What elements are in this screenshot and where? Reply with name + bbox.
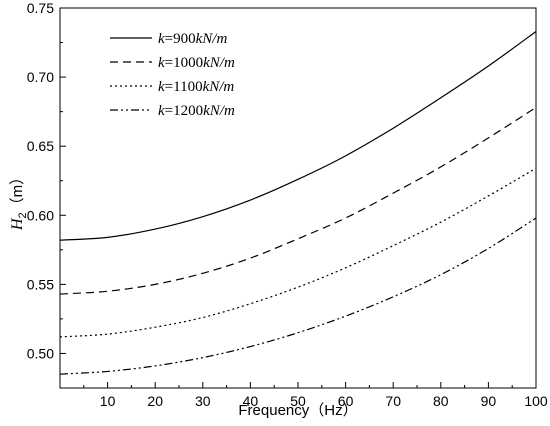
y-axis-title: H2（m） — [9, 170, 29, 231]
legend-label-1: k=900kN/m — [158, 31, 227, 47]
legend-var: k — [158, 103, 165, 119]
legend: k=900kN/mk=1000kN/mk=1100kN/mk=1200kN/m — [110, 31, 235, 119]
legend-unit: kN/m — [203, 79, 235, 95]
legend-unit: kN/m — [196, 31, 228, 47]
y-axis-title-unit: （m） — [9, 170, 26, 213]
x-tick-label: 70 — [385, 393, 401, 409]
y-tick-label: 0.65 — [27, 138, 54, 154]
legend-label-3: k=1100kN/m — [158, 79, 234, 95]
legend-label-4: k=1200kN/m — [158, 103, 235, 119]
x-tick-label: 80 — [433, 393, 449, 409]
x-tick-label: 20 — [147, 393, 163, 409]
x-tick-label: 30 — [195, 393, 211, 409]
legend-unit: kN/m — [203, 103, 235, 119]
y-tick-label: 0.70 — [27, 69, 54, 85]
legend-var: k — [158, 31, 165, 47]
legend-eq: =1000 — [165, 55, 203, 71]
x-axis-title: Frequency（Hz） — [238, 402, 357, 419]
legend-unit: kN/m — [203, 55, 235, 71]
legend-var: k — [158, 79, 165, 95]
legend-eq: =1100 — [165, 79, 203, 95]
x-tick-label: 50 — [290, 393, 306, 409]
legend-var: k — [158, 55, 165, 71]
y-tick-label: 0.75 — [27, 0, 54, 16]
x-tick-label: 90 — [481, 393, 497, 409]
y-tick-label: 0.55 — [27, 276, 54, 292]
x-axis: 10 20 30 40 50 60 70 80 90 100 — [83, 382, 548, 409]
x-tick-label: 40 — [243, 393, 259, 409]
y-axis-title-sub: 2 — [17, 212, 29, 218]
y-tick-label: 0.50 — [27, 345, 54, 361]
x-tick-label: 10 — [100, 393, 116, 409]
legend-label-2: k=1000kN/m — [158, 55, 235, 71]
legend-eq: =1200 — [165, 103, 203, 119]
series-line-1 — [59, 31, 537, 241]
x-tick-label: 60 — [338, 393, 354, 409]
y-axis: 0.50 0.55 0.60 0.65 0.70 0.75 — [27, 0, 66, 389]
series-line-3 — [59, 167, 537, 338]
series-line-4 — [59, 217, 537, 375]
legend-eq: =900 — [165, 31, 196, 47]
y-axis-title-var: H — [9, 217, 26, 231]
series-group — [59, 31, 537, 375]
y-tick-label: 0.60 — [27, 207, 54, 223]
x-tick-label: 100 — [524, 393, 548, 409]
series-line-2 — [59, 106, 537, 295]
